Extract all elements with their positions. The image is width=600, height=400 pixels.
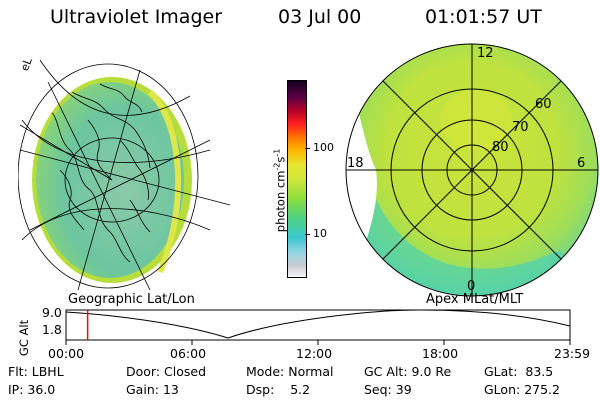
gc-alt-curve — [65, 309, 571, 339]
image-time: 01:01:57 UT — [425, 6, 542, 28]
limb-edge-glow — [147, 89, 182, 274]
status-ip: IP: 36.0 — [8, 382, 56, 397]
timeline-x-tick-3: 18:00 — [422, 346, 459, 361]
mlat-label-70: 70 — [512, 120, 529, 135]
left-panel-caption: Geographic Lat/Lon — [68, 292, 195, 307]
colorbar-tick-10 — [305, 234, 310, 235]
timeline-y-low: 1.8 — [42, 322, 62, 337]
instrument-title: Ultraviolet Imager — [50, 6, 223, 28]
dawn-dusk-low-band — [346, 190, 598, 296]
right-panel-caption: Apex MLat/MLT — [426, 292, 524, 307]
coastlines — [49, 83, 151, 263]
lat-lon-grid — [18, 59, 231, 290]
mlt-label-18: 18 — [347, 156, 364, 171]
mlat-label-80: 80 — [492, 140, 509, 155]
status-seq: Seq: 39 — [364, 382, 412, 397]
timeline-x-tick-2: 12:00 — [296, 346, 333, 361]
mlat-label-60: 60 — [535, 97, 552, 112]
timeline-frame — [65, 309, 571, 341]
mlt-label-0: 0 — [467, 279, 476, 294]
status-door: Door: Closed — [126, 364, 207, 379]
colorbar-label-10: 10 — [313, 227, 327, 240]
status-gain: Gain: 13 — [126, 382, 179, 397]
timeline-y-high: 9.0 — [42, 305, 62, 320]
status-mode: Mode: Normal — [246, 364, 334, 379]
colorbar-tick-100 — [305, 148, 310, 149]
timeline-x-tick-0: 00:00 — [48, 346, 85, 361]
status-flt: Flt: LBHL — [8, 364, 64, 379]
mlt-label-12: 12 — [477, 46, 494, 61]
colorbar-label-100: 100 — [313, 141, 334, 154]
colorbar — [287, 80, 307, 278]
status-glat: GLat: 83.5 — [484, 364, 554, 379]
status-glon: GLon: 275.2 — [484, 382, 560, 397]
status-dsp: Dsp: 5.2 — [246, 382, 311, 397]
timeline-x-tick-1: 06:00 — [170, 346, 207, 361]
polar-grid — [345, 43, 599, 297]
timeline-ticks — [65, 340, 571, 345]
status-gcalt: GC Alt: 9.0 Re — [364, 364, 452, 379]
mlt-label-6: 6 — [577, 156, 586, 171]
image-date: 03 Jul 00 — [278, 6, 362, 28]
timeline-x-tick-4: 23:59 — [554, 346, 591, 361]
